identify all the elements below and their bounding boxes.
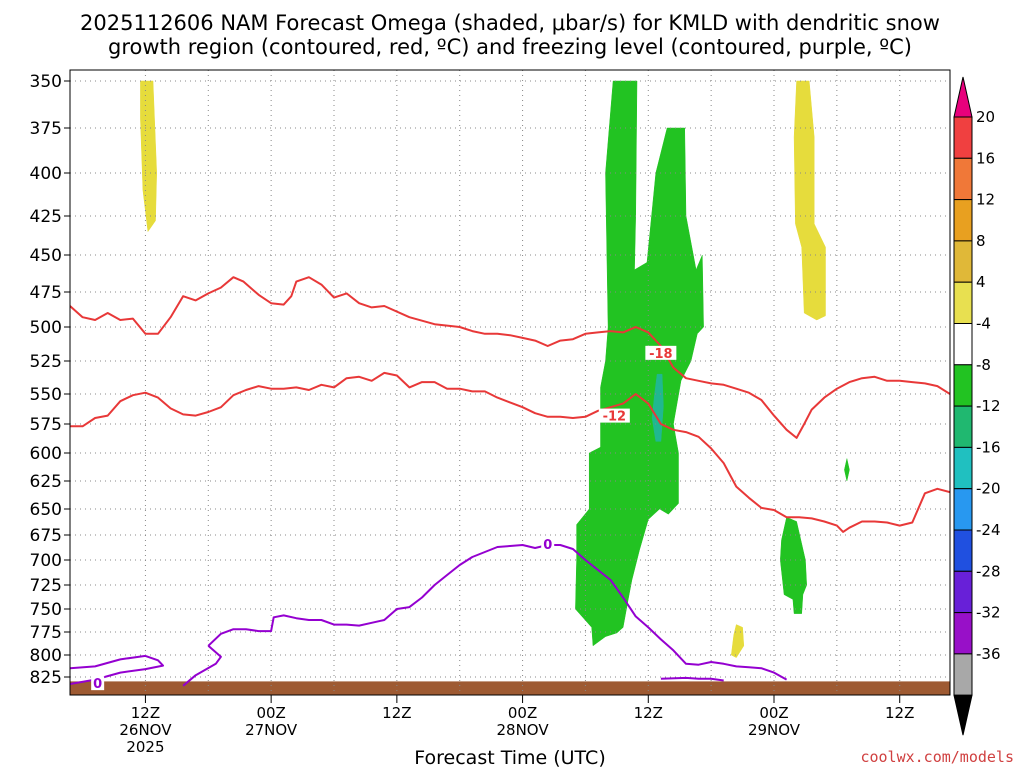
contour-label-bg <box>541 537 555 551</box>
colorbar-segment <box>953 281 973 325</box>
y-axis-pressure: 350 375 400 425 450 475 500 525 550 575 600 625 650 6… <box>30 72 70 688</box>
colorbar-segment <box>953 446 973 490</box>
y-tick-label: 750 <box>30 600 62 620</box>
colorbar-segment <box>953 116 973 159</box>
omega-region-yellow-28nov-small <box>731 624 745 658</box>
y-tick-label: 475 <box>30 283 62 303</box>
contour-label-freezing-level-main: 0 <box>543 538 552 553</box>
y-tick-label: 600 <box>30 444 62 464</box>
contour-label-dgz-lower-12: -12 <box>603 410 627 425</box>
terrain-surface <box>70 681 950 695</box>
contour-freezing-level-left <box>70 654 164 685</box>
x-tick-label: 26NOV <box>119 721 172 739</box>
colorbar-bottom-arrow <box>953 694 973 736</box>
omega-region-green-main-column <box>575 80 704 647</box>
x-axis-label: Forecast Time (UTC) <box>414 747 605 768</box>
y-tick-label: 700 <box>30 551 62 571</box>
colorbar-segment <box>953 240 973 283</box>
y-tick-label: 725 <box>30 576 62 596</box>
colorbar-segment <box>953 570 973 614</box>
chart-title-line-2: growth region (contoured, red, ºC) and f… <box>108 35 912 59</box>
colorbar-segment <box>953 488 973 531</box>
x-tick-label: 12Z <box>885 704 914 722</box>
colorbar-tick-label: -8 <box>976 356 991 374</box>
x-tick-label: 00Z <box>759 704 788 722</box>
colorbar-segment <box>953 405 973 448</box>
contour-freezing-level-surface <box>660 676 724 682</box>
y-tick-label: 450 <box>30 246 62 266</box>
y-tick-label: 775 <box>30 623 62 643</box>
y-tick-label: 550 <box>30 385 62 405</box>
contour-label-bg <box>91 676 105 691</box>
colorbar-segment <box>953 323 973 366</box>
y-tick-label: 625 <box>30 472 62 492</box>
colorbar-tick-label: 4 <box>976 273 986 291</box>
contour-label-dgz-upper-18: -18 <box>649 347 673 362</box>
y-tick-label: 675 <box>30 526 62 546</box>
colorbar-segment <box>953 529 973 572</box>
colorbar-tick-label: 16 <box>976 149 995 167</box>
colorbar-top-arrow <box>953 76 973 118</box>
x-tick-label: 28NOV <box>497 721 550 739</box>
x-tick-label: 2025 <box>126 738 164 756</box>
omega-region-yellow-29nov-upper <box>793 80 826 321</box>
colorbar-segment <box>953 364 973 407</box>
grid-lines <box>70 70 950 695</box>
x-tick-label: 27NOV <box>245 721 298 739</box>
contour-dgz-upper-18 <box>70 276 950 439</box>
colorbar-segment <box>953 199 973 242</box>
omega-region-green-tiny <box>844 458 850 482</box>
colorbar-segment <box>953 157 973 201</box>
omega-region-yellow-26nov-upper <box>140 80 157 233</box>
y-tick-label: 375 <box>30 119 62 139</box>
contour-label-freezing-level-left: 0 <box>93 677 102 692</box>
colorbar-segment <box>953 612 973 655</box>
colorbar-tick-label: -32 <box>976 604 1001 622</box>
contour-freezing-level-main <box>207 544 788 681</box>
y-tick-label: 525 <box>30 352 62 372</box>
y-tick-label: 425 <box>30 207 62 227</box>
colorbar-tick-label: -36 <box>976 645 1001 663</box>
x-tick-label: 12Z <box>382 704 411 722</box>
y-tick-label: 350 <box>30 72 62 92</box>
contour-layer: -18 -12 0 0 <box>70 276 950 692</box>
y-tick-label: 825 <box>30 668 62 688</box>
source-credit-link[interactable]: coolwx.com/models <box>860 748 1014 766</box>
x-tick-label: 29NOV <box>748 721 801 739</box>
x-tick-label: 12Z <box>131 704 160 722</box>
colorbar-segment <box>953 653 973 696</box>
y-tick-label: 500 <box>30 318 62 338</box>
colorbar-tick-label: -24 <box>976 521 1001 539</box>
colorbar-tick-label: -28 <box>976 562 1001 580</box>
x-tick-label: 12Z <box>634 704 663 722</box>
colorbar-legend: 20 16 12 8 4 -4 -8 -12 -16 -20 -24 -28 -32 -36 <box>953 76 1001 736</box>
x-tick-label: 00Z <box>508 704 537 722</box>
y-tick-label: 650 <box>30 500 62 520</box>
chart-title-line-1: 2025112606 NAM Forecast Omega (shaded, μ… <box>80 11 940 35</box>
colorbar-tick-label: -12 <box>976 397 1001 415</box>
contour-label-bg <box>645 345 677 360</box>
contour-freezing-level-tail <box>182 645 222 687</box>
colorbar-tick-label: 20 <box>976 108 995 126</box>
y-tick-label: 800 <box>30 646 62 666</box>
colorbar-tick-label: -16 <box>976 438 1001 456</box>
x-tick-label: 00Z <box>256 704 285 722</box>
colorbar-tick-label: 12 <box>976 191 995 209</box>
y-tick-label: 400 <box>30 164 62 184</box>
colorbar-tick-label: -20 <box>976 480 1001 498</box>
omega-region-green-small-right <box>780 516 807 614</box>
colorbar-tick-label: 8 <box>976 232 986 250</box>
colorbar-tick-label: -4 <box>976 315 991 333</box>
contour-dgz-lower-12 <box>70 371 950 533</box>
y-tick-label: 575 <box>30 415 62 435</box>
contour-label-bg <box>598 408 630 423</box>
plot-frame <box>69 69 951 696</box>
